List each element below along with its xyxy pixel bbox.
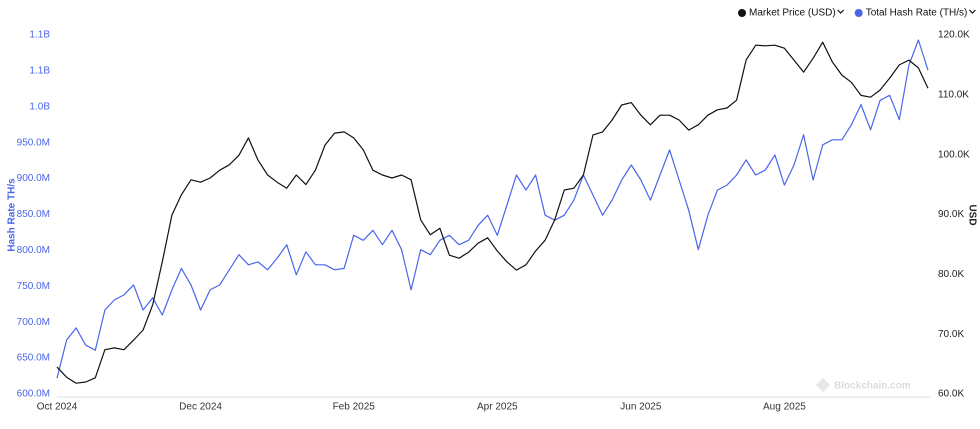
legend-swatch	[738, 9, 746, 17]
y2-tick-label: 100.0K	[938, 149, 970, 160]
watermark: Blockchain.com	[815, 377, 911, 393]
y-tick-label: 1.1B	[29, 30, 50, 41]
y2-tick-label: 110.0K	[938, 89, 969, 100]
legend-chevron	[968, 9, 976, 14]
y-tick-label: 650.0M	[17, 353, 50, 364]
y2-tick-label: 60.0K	[938, 389, 964, 400]
y-tick-label: 600.0M	[17, 389, 50, 400]
x-tick-label: Feb 2025	[333, 402, 376, 413]
y-tick-label: 850.0M	[17, 209, 50, 220]
series-line	[56, 41, 929, 384]
y-tick-label: 900.0M	[17, 173, 50, 184]
watermark-text: Blockchain.com	[834, 381, 911, 392]
x-tick-label: Aug 2025	[763, 402, 806, 413]
x-tick-label: Jun 2025	[620, 402, 662, 413]
y2-tick-label: 120.0K	[938, 30, 970, 41]
legend-label: Total Hash Rate (TH/s)	[866, 8, 968, 19]
watermark-icon	[815, 377, 831, 393]
y2-tick-label: 70.0K	[938, 329, 964, 340]
y-tick-label: 1.0B	[29, 101, 50, 112]
series-line	[56, 39, 929, 379]
legend-item[interactable]: Total Hash Rate (TH/s)	[854, 8, 976, 19]
legend-swatch	[854, 9, 863, 17]
x-tick-label: Apr 2025	[477, 402, 518, 413]
x-tick-label: Dec 2024	[179, 402, 222, 413]
y2-tick-label: 80.0K	[938, 269, 964, 280]
y-axis-title: Hash Rate TH/s	[7, 178, 18, 252]
legend-item[interactable]: Market Price (USD)	[738, 8, 845, 19]
x-tick-label: Oct 2024	[37, 402, 78, 413]
y-tick-label: 750.0M	[17, 281, 50, 292]
legend-label: Market Price (USD)	[749, 8, 836, 19]
y-tick-label: 700.0M	[17, 317, 50, 328]
legend-chevron	[837, 9, 845, 14]
y-tick-label: 950.0M	[17, 137, 50, 148]
y-tick-label: 800.0M	[17, 245, 50, 256]
y2-axis-title: USD	[966, 204, 977, 225]
y-tick-label: 1.1B	[29, 66, 50, 77]
y2-tick-label: 90.0K	[938, 209, 964, 220]
